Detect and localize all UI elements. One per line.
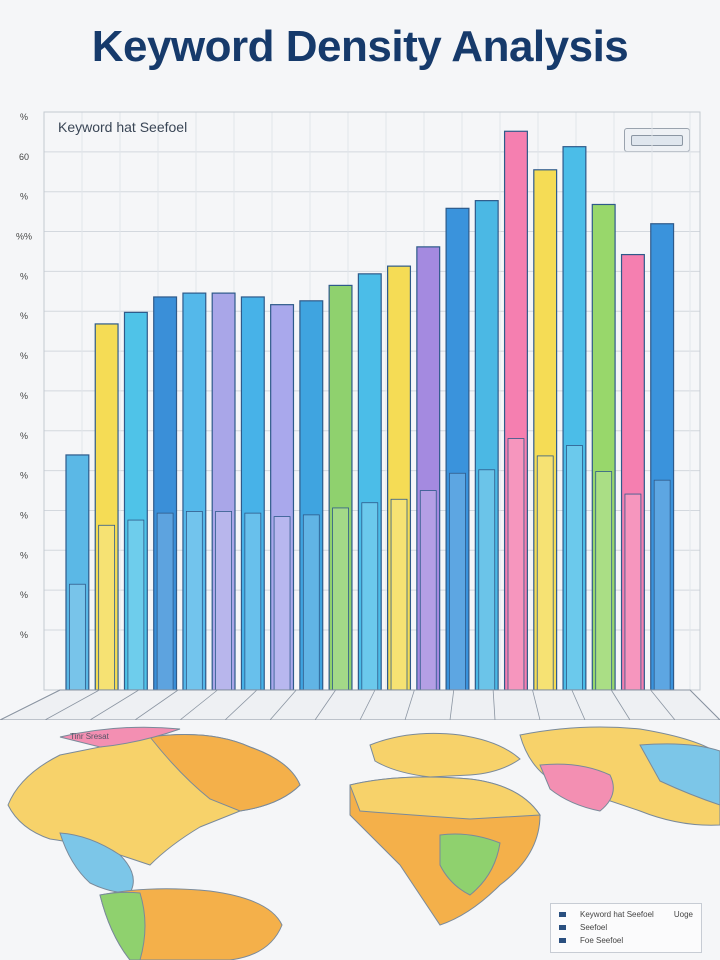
chart-bar-segment	[536, 455, 554, 691]
chart-bar-segment	[478, 469, 496, 691]
legend-row: Foe Seefoel	[559, 936, 623, 946]
floor-line	[44, 689, 100, 720]
chart-badge	[624, 128, 690, 152]
floor-line	[449, 689, 455, 720]
y-tick-label: %%	[16, 232, 32, 242]
chart-bar-segment	[332, 507, 349, 691]
floor-line	[404, 689, 415, 720]
floor-line	[179, 689, 218, 720]
legend-label: Seefoel	[580, 923, 608, 932]
chart-bars	[65, 130, 675, 691]
floor-line	[89, 689, 139, 720]
chart-legend: Keyword hat Seefoel Seefoel Foe Seefoel …	[550, 903, 702, 953]
chart-floor	[0, 689, 720, 720]
y-tick-label: %	[20, 192, 28, 202]
north-america-east-region	[149, 734, 301, 812]
legend-swatch	[559, 925, 566, 931]
floor-line	[492, 689, 496, 720]
chart-bar-segment	[185, 510, 203, 691]
y-tick-label: %	[20, 311, 28, 321]
chart-bar-segment	[273, 516, 291, 691]
legend-row: Keyword hat Seefoel	[559, 910, 654, 920]
world-map: Tinr Sresat	[7, 726, 720, 960]
middle-east-region	[539, 763, 614, 812]
y-tick-label: %	[20, 391, 28, 401]
floor-line	[532, 689, 541, 720]
legend-label: Keyword hat Seefoel	[580, 910, 654, 919]
page-title: Keyword Density Analysis	[91, 22, 629, 71]
chart-bar-segment	[127, 519, 145, 691]
chart-bar-segment	[361, 502, 379, 691]
legend-row: Seefoel	[559, 923, 607, 933]
y-axis-ticks: % 60%%%%%%%%%%%%%	[16, 112, 32, 640]
chart-bar-segment	[449, 472, 466, 691]
floor-line	[269, 689, 297, 720]
floor-line	[314, 689, 336, 720]
floor-line	[224, 689, 258, 720]
europe-region	[369, 732, 521, 778]
chart-bar-segment	[595, 471, 613, 691]
chart-bar-segment	[156, 512, 174, 691]
chart-bar-segment	[566, 445, 583, 691]
chart-bar-segment	[419, 490, 437, 691]
floor-line	[650, 689, 676, 720]
floor-line	[689, 689, 720, 720]
chart-bar-segment	[215, 510, 232, 691]
badge-bar-icon	[631, 135, 683, 146]
floor-line	[0, 689, 61, 720]
chart-subtitle: Keyword hat Seefoel	[58, 119, 187, 135]
y-tick-label: %	[20, 112, 28, 122]
y-tick-label: 60	[19, 152, 29, 162]
chart-bar-segment	[507, 438, 525, 691]
y-tick-label: %	[20, 550, 28, 560]
y-tick-label: %	[20, 590, 28, 600]
legend-aux-label: Uoge	[673, 910, 693, 919]
legend-label: Foe Seefoel	[580, 936, 624, 945]
south-america-west-region	[99, 891, 146, 960]
chart-bar-segment	[653, 479, 671, 691]
africa-central-region	[439, 833, 501, 896]
chart-bar-segment	[302, 514, 320, 691]
asia-east-region	[639, 743, 720, 806]
floor-line	[134, 689, 179, 720]
legend-swatch	[559, 938, 566, 944]
chart-bar-segment	[98, 524, 116, 691]
y-tick-label: %	[20, 271, 28, 281]
y-tick-label: %	[20, 630, 28, 640]
chart-bar-segment	[69, 583, 86, 691]
chart-bar-segment	[390, 498, 408, 691]
floor-line	[610, 689, 631, 720]
y-tick-label: %	[20, 431, 28, 441]
y-tick-label: %	[20, 351, 28, 361]
chart-bar-segment	[244, 512, 262, 691]
arctic-region	[59, 726, 181, 748]
legend-swatch	[559, 912, 566, 918]
chart-bar-segment	[624, 493, 642, 691]
bar-chart: % 60%%%%%%%%%%%%% Keyword hat Seefoel	[0, 111, 720, 720]
y-tick-label: %	[20, 510, 28, 520]
y-tick-label: %	[20, 471, 28, 481]
floor-line	[571, 689, 586, 720]
floor-line	[359, 689, 376, 720]
map-label: Tinr Sresat	[70, 732, 110, 741]
africa-north-region	[349, 776, 541, 820]
